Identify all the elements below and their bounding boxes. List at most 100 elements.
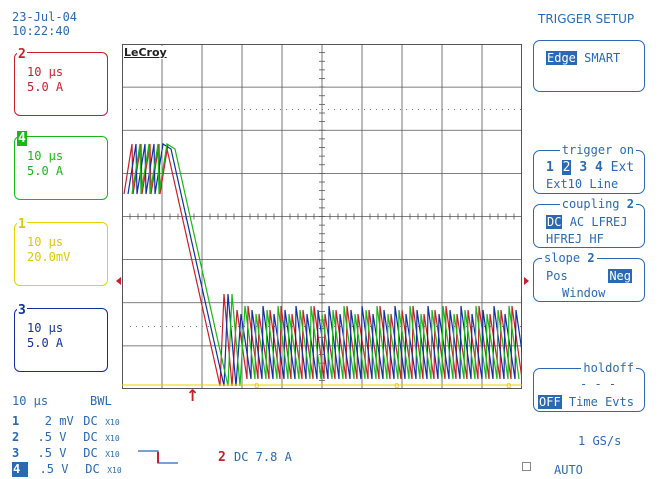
edge-option[interactable]: Edge [546,51,577,65]
reference-dot [202,326,203,327]
reference-dot [448,109,449,110]
slope-title: slope 2 [542,251,597,265]
slope-neg[interactable]: Neg [608,269,632,283]
reference-dot [490,326,491,327]
coupling-dc[interactable]: DC [546,215,563,229]
reference-dot [220,326,221,327]
holdoff-off[interactable]: OFF [538,395,562,409]
reference-dot [388,326,389,327]
reference-dot [304,326,305,327]
reference-dot [400,109,401,110]
holdoff-time[interactable]: Time [568,395,598,409]
reference-dot [358,326,359,327]
trigger-source-ext[interactable]: Ext [610,160,635,175]
trigger-type-box[interactable]: Edge SMART [533,40,645,92]
reference-dot [244,109,245,110]
reference-dot [298,109,299,110]
reference-dot [130,326,131,327]
trigger-source-row2[interactable]: Ext10 Line [546,177,619,191]
reference-dot [328,109,329,110]
trigger-position-arrow: ↑ [186,386,200,405]
holdoff-box[interactable]: holdoff - - - OFF Time Evts [533,361,645,412]
reference-dot [208,326,209,327]
reference-dot [478,109,479,110]
trigger-on-box[interactable]: trigger on 1 2 3 4 Ext Ext10 Line [533,143,645,194]
reference-dot [418,109,419,110]
coupling-ac[interactable]: AC [569,215,585,229]
reference-dot [148,326,149,327]
reference-dot [184,109,185,110]
reference-dot [316,109,317,110]
reference-dot [490,109,491,110]
channel-1-box[interactable]: 1 10 µs 20.0mV [14,217,108,286]
channel-4-scale: 5.0 A [27,164,64,178]
holdoff-title: holdoff [581,361,636,375]
reference-dot [166,109,167,110]
channel-3-timebase: 10 µs [27,321,64,335]
reference-dot [238,326,239,327]
trigger-on-title: trigger on [559,143,636,157]
reference-dot [286,326,287,327]
reference-dot [136,109,137,110]
reference-dot [484,109,485,110]
reference-dot [352,326,353,327]
trigger-source-1[interactable]: 1 [546,160,554,175]
reference-dot [262,109,263,110]
reference-dot [382,109,383,110]
acquisition-mode: AUTO [554,463,583,477]
reference-dot [268,109,269,110]
reference-dot [406,326,407,327]
channel-3-box[interactable]: 3 10 µs 5.0 A [14,303,108,372]
slope-window[interactable]: Window [562,286,606,300]
reference-dot [280,109,281,110]
trigger-source-2[interactable]: 2 [561,160,572,175]
coupling-row2[interactable]: HFREJ HF [546,232,604,246]
sample-rate: 1 GS/s [578,434,622,448]
trace-ch2 [123,143,522,387]
channel-2-box[interactable]: 2 10 µs 5.0 A [14,47,108,116]
reference-dot [442,109,443,110]
coupling-box[interactable]: coupling 2 DC AC LFREJ HFREJ HF [533,197,645,248]
slope-box[interactable]: slope 2 Pos Neg Window [533,251,645,302]
reference-dot [340,109,341,110]
bwl-label: BWL [90,394,112,408]
ch2-settings-row: 2.5 V DC X10 [12,430,120,444]
bottom-timebase: 10 µs [12,394,49,408]
reference-dot [310,109,311,110]
reference-dot [394,109,395,110]
reference-dot [520,326,521,327]
reference-dot [274,326,275,327]
menu-title: TRIGGER SETUP [538,12,635,26]
channel-4-box[interactable]: 4 10 µs 5.0 A [14,131,108,200]
reference-dot [400,326,401,327]
reference-dot [202,109,203,110]
reference-dot [454,109,455,110]
holdoff-evts[interactable]: Evts [605,395,634,409]
trigger-source-3[interactable]: 3 [579,160,588,175]
reference-dot [370,109,371,110]
channel-3-number: 3 [17,303,27,318]
channel-4-number: 4 [17,131,27,146]
reference-dot [220,109,221,110]
holdoff-value: - - - [580,377,617,391]
date-label: 23-Jul-04 [12,10,78,24]
reference-dot [172,109,173,110]
reference-dot [376,109,377,110]
coupling-lfrej[interactable]: LFREJ [591,215,628,229]
reference-dot [424,326,425,327]
reference-dot [466,326,467,327]
slope-pos[interactable]: Pos [546,269,568,283]
brand-logo: LeCroy [124,46,167,59]
smart-option[interactable]: SMART [584,51,621,65]
reference-dot [196,109,197,110]
reference-dot [166,326,167,327]
reference-dot [466,109,467,110]
reference-dot [460,109,461,110]
reference-dot [244,326,245,327]
reference-dot [286,109,287,110]
reference-dot [436,326,437,327]
trigger-source-4[interactable]: 4 [594,160,603,175]
reference-dot [154,326,155,327]
